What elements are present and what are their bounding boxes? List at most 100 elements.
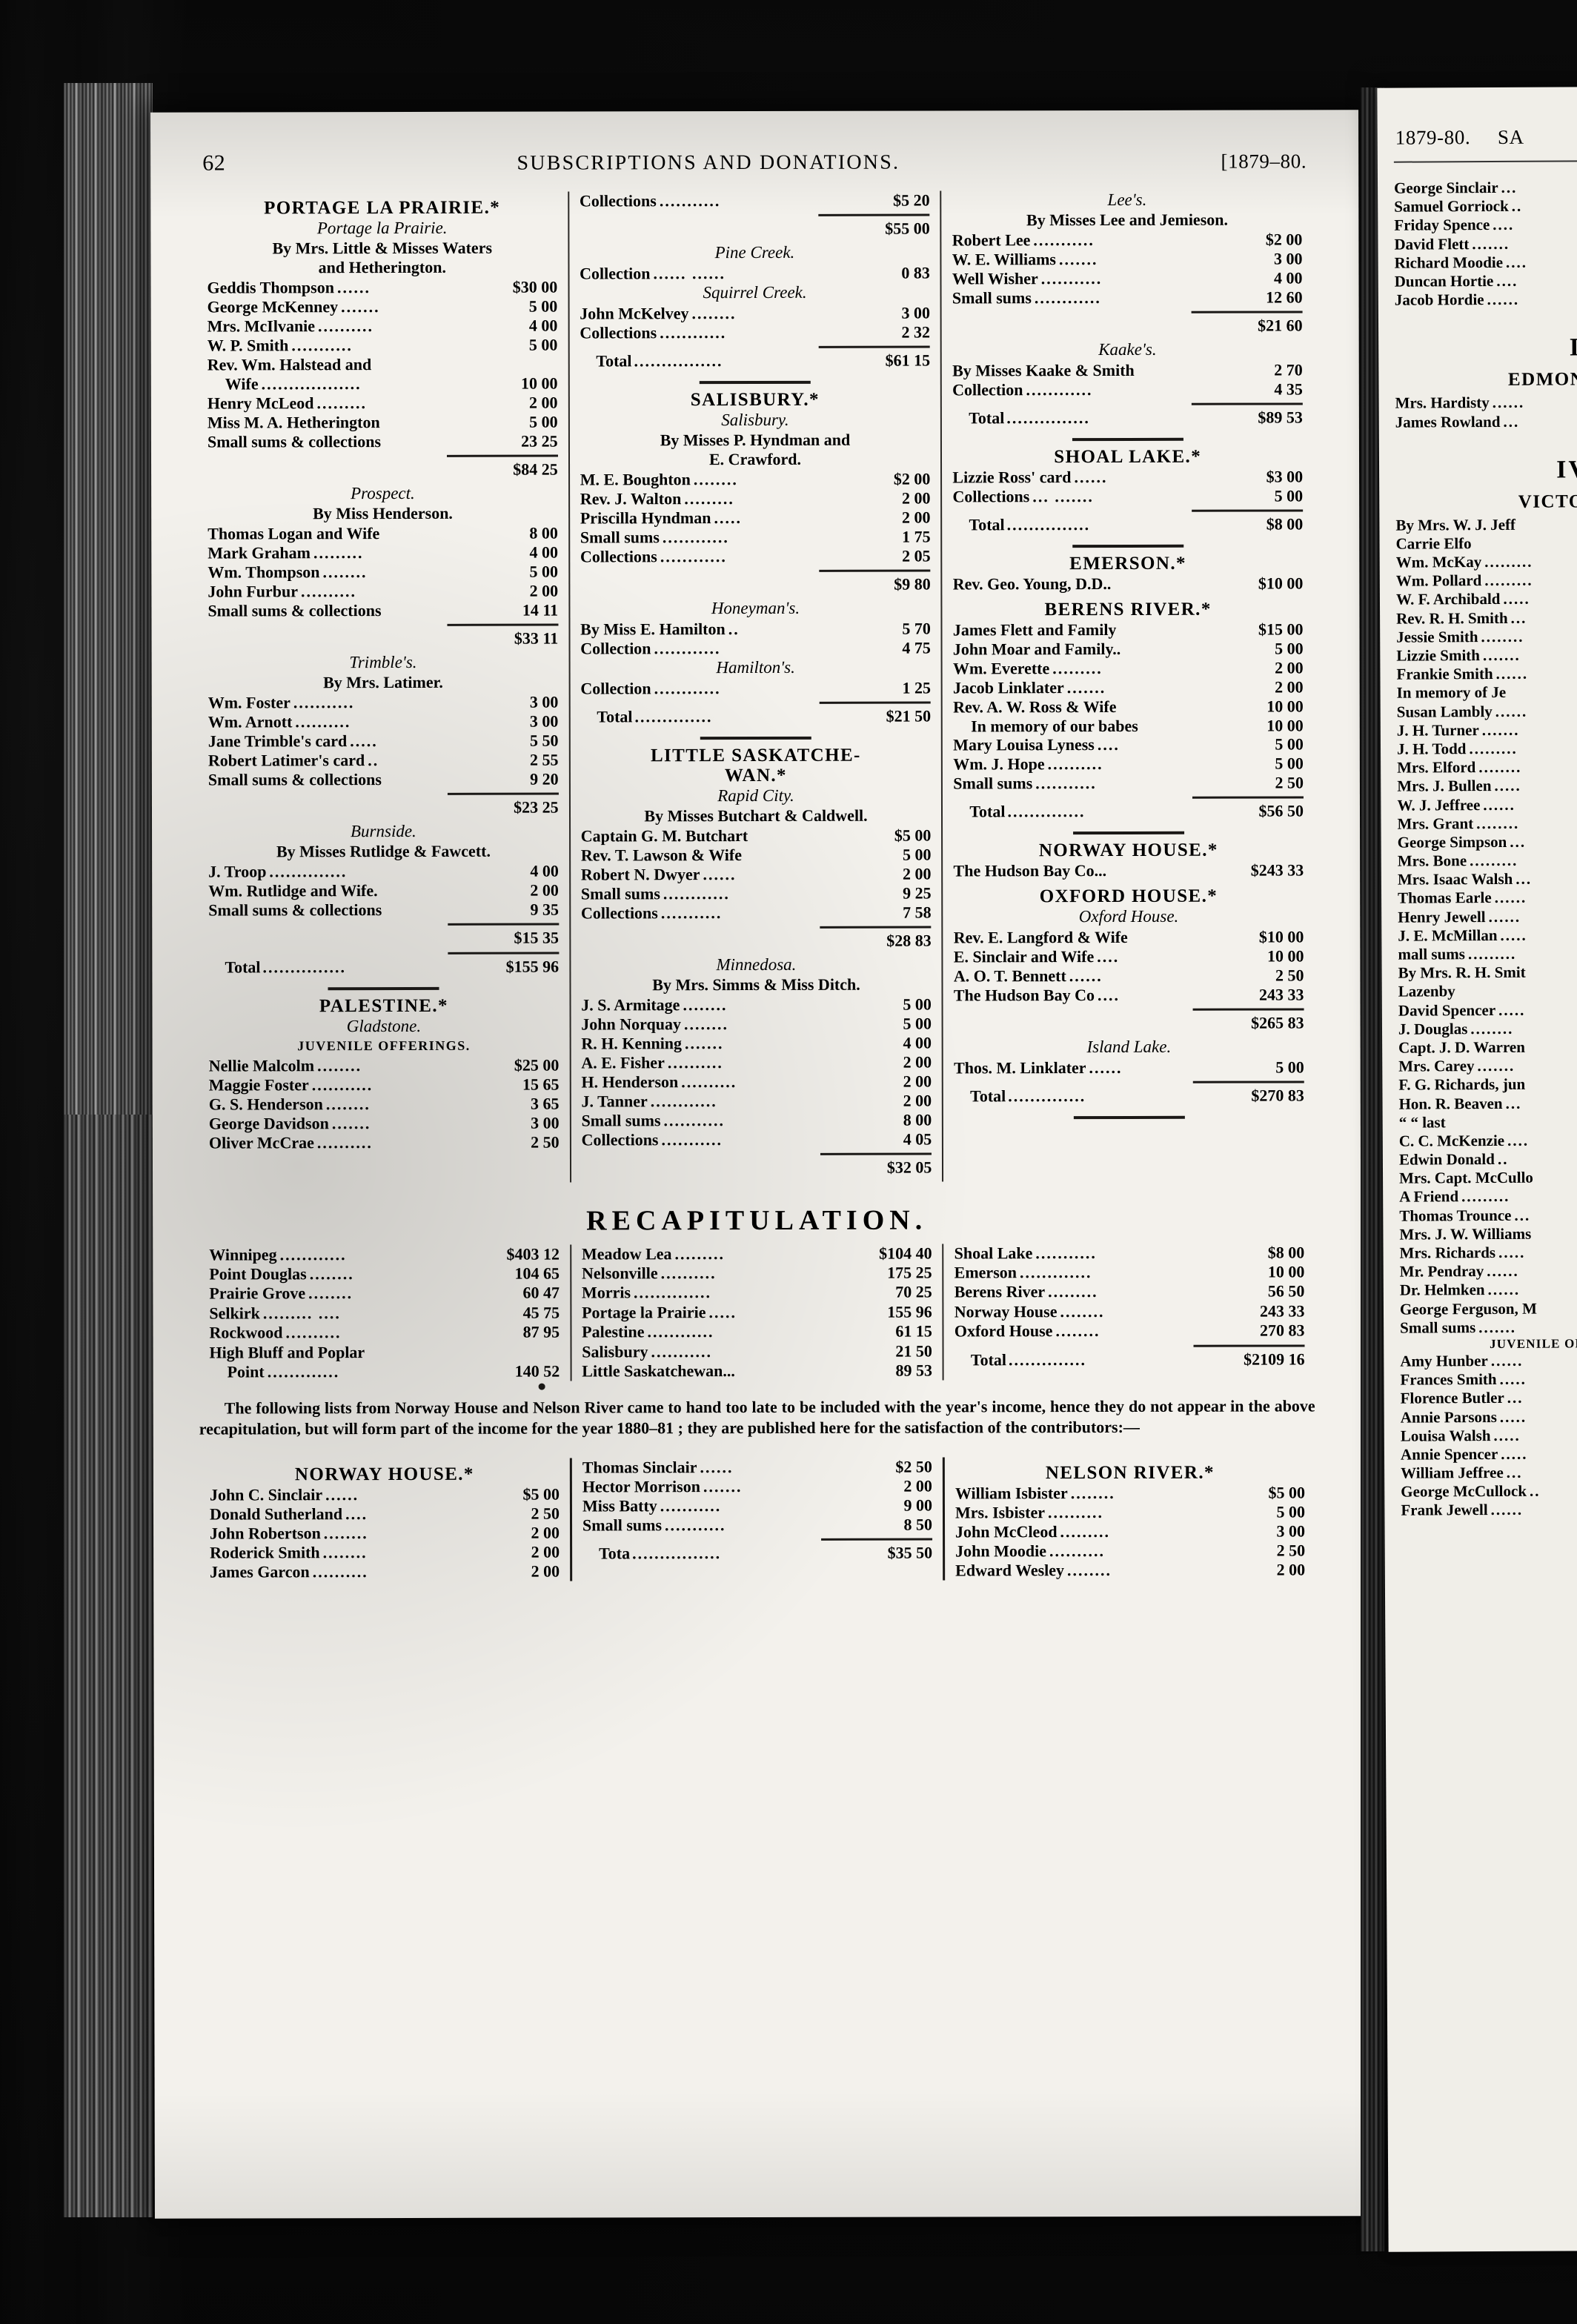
leader-dots: ......... [313, 543, 364, 562]
leader-dots: ........ [1470, 1019, 1514, 1038]
leader-dots [1458, 996, 1577, 997]
donation-amount: 3 00 [1276, 1521, 1306, 1541]
leader-dots: ... [1505, 1094, 1522, 1112]
leader-dots: ........ [309, 1264, 354, 1284]
donation-row: George Sinclair... [1394, 178, 1577, 198]
leader-dots: ........... [293, 693, 355, 712]
donor-name: Nellie Malcolm [208, 1056, 315, 1075]
donor-name: Small sums [580, 884, 660, 903]
donor-name: Thomas Sinclair [582, 1457, 697, 1477]
section-divider [700, 736, 811, 740]
donation-row: Wm. Pollard......... [1396, 571, 1577, 591]
donor-name: Small sums [582, 1515, 663, 1535]
leader-dots: ....... [703, 1476, 743, 1495]
donor-name: Miss Batty [582, 1495, 657, 1515]
leader-dots: ...... [1494, 889, 1527, 907]
donor-name: George Simpson [1397, 832, 1507, 851]
donation-row: J. S. Armitage........ 5 00 [581, 995, 932, 1015]
donation-row: Selkirk......... .... 45 75 [209, 1303, 560, 1323]
donation-amount: 2 50 [1275, 773, 1304, 792]
donor-name: Oliver McCrae [208, 1132, 314, 1152]
donor-name: Wm. Rutlidge and Wife. [208, 881, 378, 900]
donor-name: Small sums & collections [208, 769, 382, 789]
page-header: 62 SUBSCRIPTIONS AND DONATIONS. [1879–80… [150, 110, 1358, 176]
donation-amount: $2 00 [893, 469, 931, 488]
late-column-nelson: NELSON RIVER.* William Isbister........ $5… [942, 1456, 1316, 1580]
donor-name: Rev. A. W. Ross & Wife [953, 697, 1117, 717]
donor-name: Collections [580, 547, 657, 566]
donation-amount: 243 33 [1259, 1301, 1305, 1321]
donor-name: Mrs. Capt. McCullo [1398, 1168, 1533, 1187]
next-page-victoria-list: Wm. McKay......... Wm. Pollard......... W.… [1380, 552, 1577, 1337]
donation-amount: 2 00 [903, 1072, 932, 1091]
subtotal-rule [1192, 1008, 1304, 1011]
donation-row: R. H. Kenning....... 4 00 [581, 1033, 932, 1053]
donation-amount: 2 00 [903, 1476, 932, 1495]
donation-amount: 2 50 [531, 1132, 560, 1152]
donation-row: Small sums........... 8 00 [582, 1110, 932, 1130]
donation-amount: 2 00 [531, 1523, 560, 1542]
late-column-norway: NORWAY HOUSE.* John C. Sinclair...... $5 0… [199, 1458, 570, 1581]
donor-name: Frances Smith [1400, 1370, 1497, 1389]
donor-name: Small sums [952, 288, 1032, 308]
next-page-roman-iv: IV. [1556, 455, 1577, 484]
donation-row: Miss M. A. Hetherington 5 00 [208, 413, 558, 433]
donation-row: Rev. T. Lawson & Wife 5 00 [581, 845, 932, 865]
leader-dots: ...... [336, 278, 371, 297]
donation-row: David Spencer..... [1398, 1000, 1577, 1020]
donor-name: Rev. J. Walton [580, 489, 682, 508]
total-rule [448, 952, 560, 954]
donation-row: Louisa Walsh..... [1401, 1426, 1577, 1446]
donation-row: Mrs. J. Bullen..... [1397, 777, 1577, 797]
donor-name: Wm. Everette [952, 658, 1050, 678]
donor-name: Winnipeg [209, 1244, 277, 1264]
leader-dots: ........ [317, 1056, 362, 1075]
place-name: Gladstone. [346, 1016, 422, 1036]
donation-row: Wm. Foster........... 3 00 [208, 693, 559, 713]
donation-amount: 4 05 [903, 1129, 932, 1149]
donor-name: Lizzie Ross' card [952, 468, 1072, 487]
leader-dots: ........... [1040, 269, 1103, 288]
donor-name: Captain G. M. Butchart [580, 826, 748, 846]
donor-name: Wm. Pollard [1395, 571, 1482, 590]
donation-row: In memory of Je [1397, 683, 1577, 703]
ink-speck [538, 1383, 545, 1390]
donor-name: Wm. Thompson [208, 562, 320, 582]
donation-row: Samuel Gorriock.. [1394, 196, 1577, 216]
donor-name: George McCullock [1401, 1482, 1527, 1501]
leader-dots: ....... [341, 297, 380, 316]
leader-dots: ............ [650, 1091, 717, 1111]
leader-dots: ........ [1055, 1321, 1100, 1341]
explanatory-note: The following lists from Norway House an… [153, 1396, 1361, 1440]
donation-amount: 23 25 [521, 431, 558, 451]
donation-row: Frankie Smith...... [1396, 664, 1577, 684]
donation-row: Hon. R. Beaven... [1398, 1094, 1577, 1114]
donor-name: Collections [581, 1129, 659, 1149]
donor-name: Donald Sutherland [209, 1504, 343, 1524]
donation-row: Miss Batty........... 9 00 [582, 1495, 932, 1515]
donation-row: The Hudson Bay Co... $243 33 [953, 861, 1304, 881]
donation-amount: 4 00 [1273, 268, 1303, 288]
leader-dots: ..... [1498, 1000, 1526, 1019]
donation-amount: 5 00 [903, 1014, 932, 1033]
donor-name: Small sums [953, 774, 1033, 793]
leader-dots: ...... [700, 1457, 734, 1476]
donation-amount: 45 75 [522, 1303, 560, 1322]
donation-row: Small sums............ 1 75 [580, 528, 931, 548]
donor-name: James Flett and Family [952, 620, 1117, 640]
donation-row: Nelsonville.......... 175 25 [582, 1263, 932, 1283]
leader-dots: .. [1497, 1149, 1509, 1169]
leader-dots: ........ [325, 1094, 371, 1114]
leader-dots: .... [1097, 735, 1120, 754]
collector-byline: By Mrs. Little & Misses Waters [272, 238, 493, 258]
total-amount: $155 96 [505, 957, 560, 976]
donation-amount: 2 00 [528, 393, 558, 412]
leader-dots: .......... [681, 1072, 737, 1091]
donor-name: Mark Graham [208, 543, 311, 562]
donor-name: H. Henderson [581, 1072, 679, 1092]
leader-dots: ...... [1074, 467, 1108, 487]
donation-amount: $10 00 [1258, 927, 1304, 946]
donation-row: Robert N. Dwyer...... 2 00 [581, 864, 932, 884]
donation-row: In memory of our babes 10 00 [953, 716, 1304, 736]
leader-dots: ...... [1487, 1281, 1521, 1299]
